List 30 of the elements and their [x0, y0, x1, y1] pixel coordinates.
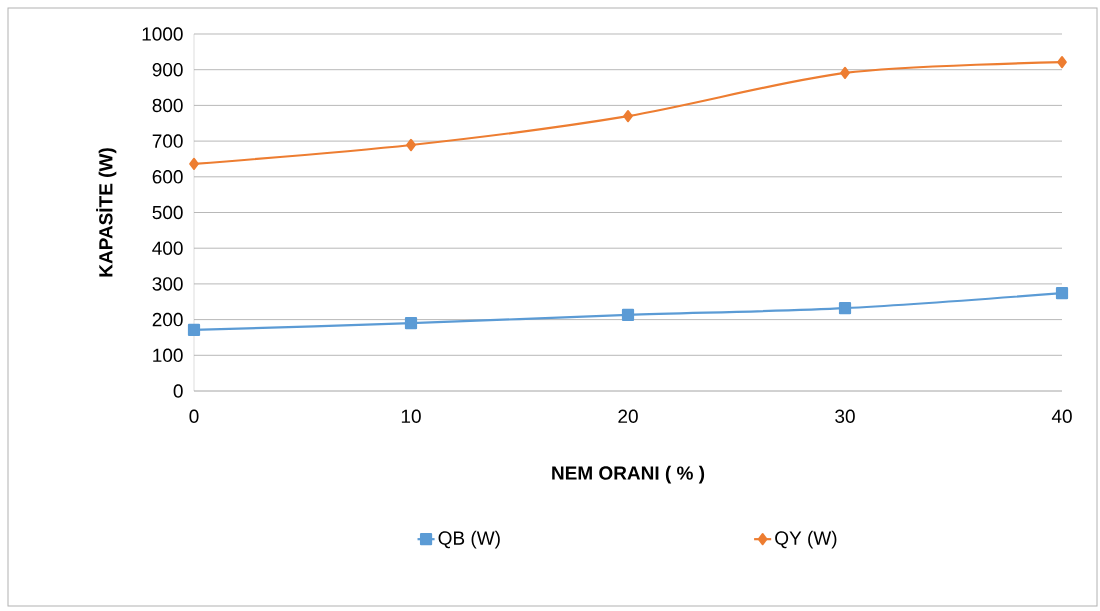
point: [404, 317, 418, 330]
y-tick-label: 300: [152, 277, 183, 291]
y-tick-label: 600: [152, 170, 183, 184]
y-tick-label: 0: [173, 384, 183, 398]
y-tick-label: 500: [152, 205, 183, 220]
y-tick-label: 400: [152, 241, 183, 255]
x-axis-title: NEM ORANI ( % ): [552, 465, 705, 484]
point: [187, 323, 201, 337]
point: [1057, 56, 1067, 69]
y-tick-label: 700: [152, 134, 183, 148]
x-tick-label: 10: [401, 409, 421, 423]
legend-label: QB (W): [438, 530, 500, 549]
y-tick-label: 900: [152, 62, 183, 77]
point: [838, 302, 852, 315]
point: [621, 308, 635, 322]
point: [623, 110, 633, 123]
legend-label: QY (W): [775, 530, 837, 549]
x-tick-label: 40: [1051, 409, 1072, 423]
point: [840, 66, 850, 80]
y-tick-label: 1000: [142, 27, 183, 41]
y-tick-label: 800: [152, 98, 183, 113]
point: [1055, 287, 1069, 300]
y-tick-label: 200: [152, 312, 183, 327]
x-tick-label: 0: [189, 409, 199, 423]
y-axis-title: KAPASİTE (W): [96, 148, 117, 277]
y-tick-label: 100: [153, 348, 183, 363]
x-tick-label: 30: [835, 409, 855, 423]
point: [406, 138, 416, 152]
point: [189, 157, 199, 171]
x-tick-label: 20: [618, 409, 638, 423]
